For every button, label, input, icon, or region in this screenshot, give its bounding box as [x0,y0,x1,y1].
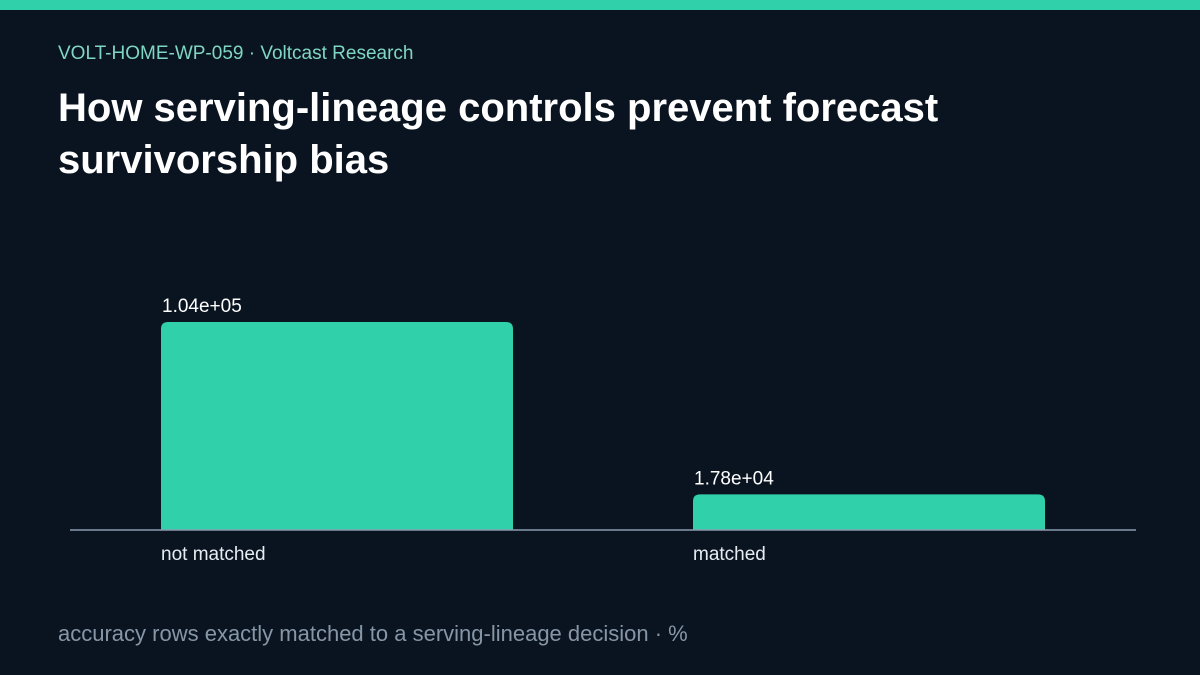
bar-chart: 1.04e+05 not matched 1.78e+04 matched [70,296,1136,565]
labels-layer: 1.04e+05 not matched 1.78e+04 matched [161,296,774,565]
value-label: 1.04e+05 [162,296,242,317]
chart-caption: accuracy rows exactly matched to a servi… [58,621,688,646]
top-accent-bar [0,0,1200,10]
bars-layer [161,322,1045,530]
report-kicker: VOLT-HOME-WP-059 · Voltcast Research [58,43,414,64]
value-label: 1.78e+04 [694,468,774,489]
page-title: How serving-lineage controls prevent for… [58,86,939,182]
category-label: not matched [161,544,266,565]
bar-matched [693,494,1045,530]
category-label: matched [693,544,766,565]
bar-not-matched [161,322,513,530]
